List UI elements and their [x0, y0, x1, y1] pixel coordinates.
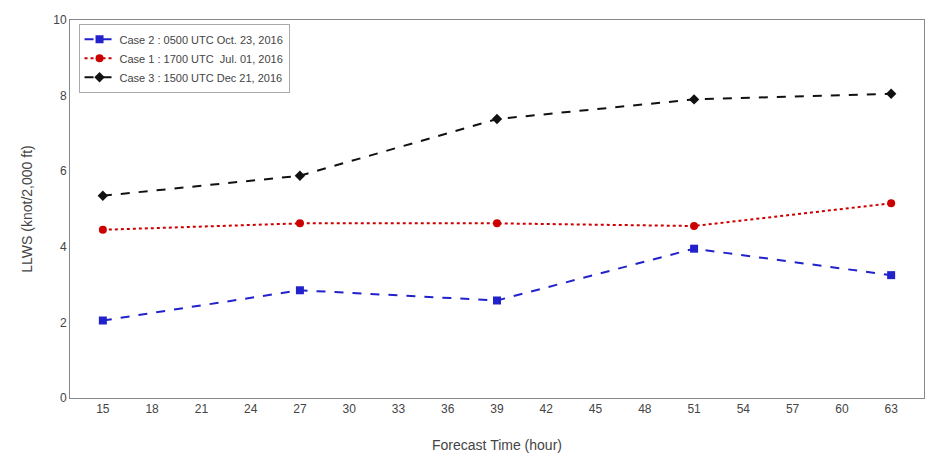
svg-text:6: 6	[60, 164, 67, 178]
svg-text:Case 3 : 1500 UTC Dec 21, 2016: Case 3 : 1500 UTC Dec 21, 2016	[120, 72, 283, 84]
svg-text:Case 1 : 1700 UTC Jul. 01, 20: Case 1 : 1700 UTC Jul. 01, 2016	[120, 53, 283, 65]
svg-text:10: 10	[53, 13, 67, 27]
svg-text:63: 63	[884, 402, 898, 416]
svg-text:8: 8	[60, 89, 67, 103]
svg-text:45: 45	[589, 402, 603, 416]
svg-text:54: 54	[737, 402, 751, 416]
svg-text:42: 42	[540, 402, 554, 416]
svg-text:27: 27	[293, 402, 307, 416]
svg-text:57: 57	[786, 402, 800, 416]
svg-text:4: 4	[60, 240, 67, 254]
svg-text:18: 18	[145, 402, 159, 416]
svg-text:21: 21	[195, 402, 209, 416]
svg-text:15: 15	[96, 402, 110, 416]
svg-text:33: 33	[392, 402, 406, 416]
svg-text:24: 24	[244, 402, 258, 416]
svg-text:LLWS (knot/2,000 ft): LLWS (knot/2,000 ft)	[19, 145, 35, 272]
svg-text:Case 2 : 0500 UTC Oct. 23, 201: Case 2 : 0500 UTC Oct. 23, 2016	[120, 34, 283, 46]
svg-text:30: 30	[343, 402, 357, 416]
svg-text:Forecast Time (hour): Forecast Time (hour)	[432, 437, 562, 453]
svg-text:0: 0	[60, 391, 67, 405]
svg-text:48: 48	[638, 402, 652, 416]
svg-text:51: 51	[687, 402, 701, 416]
svg-text:60: 60	[835, 402, 849, 416]
svg-text:39: 39	[490, 402, 504, 416]
svg-text:36: 36	[441, 402, 455, 416]
svg-text:2: 2	[60, 316, 67, 330]
